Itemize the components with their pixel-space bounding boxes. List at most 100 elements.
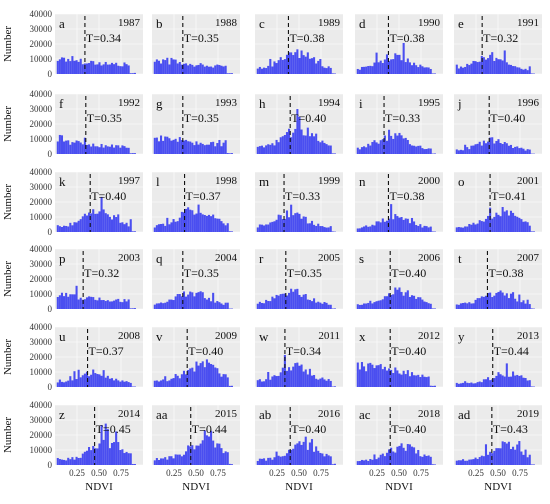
histogram-bar — [201, 64, 204, 74]
histogram-bar — [371, 364, 374, 387]
histogram-bar — [319, 59, 322, 74]
histogram-bar — [285, 453, 289, 465]
histogram-bar — [131, 231, 134, 232]
histogram-bar — [201, 361, 204, 387]
panel-letter: b — [156, 16, 163, 31]
histogram-bar — [189, 63, 192, 74]
histogram-bar — [290, 137, 293, 154]
histogram-bar — [166, 381, 169, 387]
histogram-bar — [528, 304, 531, 309]
panel-letter: l — [156, 174, 160, 189]
x-axis-title: NDVI — [182, 481, 210, 493]
histogram-bar — [308, 368, 311, 387]
histogram-bar — [455, 149, 458, 154]
histogram-bar — [327, 455, 330, 465]
histogram-bar — [269, 301, 272, 309]
histogram-bar — [258, 379, 261, 387]
panel-year: 1997 — [118, 175, 141, 187]
histogram-bar — [77, 369, 80, 387]
histogram-bar — [356, 461, 359, 465]
histogram-bar — [176, 63, 179, 74]
threshold-label: T=0.32 — [483, 31, 518, 45]
histogram-bar — [212, 214, 215, 232]
histogram-bar — [497, 448, 500, 465]
histogram-bar — [522, 221, 525, 232]
histogram-bar — [367, 302, 370, 309]
histogram-bar — [193, 66, 196, 74]
histogram-bar — [421, 66, 424, 74]
panel-letter: p — [59, 251, 66, 266]
histogram-bar — [518, 217, 521, 232]
histogram-bar — [77, 220, 80, 232]
histogram-bar — [509, 293, 513, 309]
histogram-bar — [427, 376, 430, 387]
histogram-bar — [113, 442, 116, 465]
panel-u: u 2008 T=0.37 0 10000 20000 30000 40000 Number — [2, 322, 143, 392]
histogram-bar — [512, 212, 515, 232]
threshold-label: T=0.35 — [184, 266, 219, 280]
histogram-bar — [63, 296, 66, 309]
histogram-bar — [77, 457, 80, 465]
histogram-bar — [524, 303, 527, 309]
histogram-bar — [285, 295, 289, 309]
histogram-bar — [530, 386, 533, 387]
histogram-bar — [104, 145, 107, 154]
threshold-label: T=0.40 — [91, 189, 126, 203]
histogram-bar — [273, 457, 276, 465]
panel-letter: c — [259, 16, 265, 31]
histogram-bar — [408, 444, 411, 465]
histogram-bar — [468, 224, 471, 232]
histogram-bar — [423, 454, 426, 465]
histogram-bar — [388, 449, 391, 465]
histogram-bar — [319, 302, 322, 309]
histogram-bar — [226, 223, 229, 232]
histogram-bar — [296, 212, 299, 232]
histogram-bar — [514, 66, 517, 74]
histogram-bar — [83, 373, 86, 387]
histogram-bar — [228, 231, 231, 232]
histogram-bar — [203, 66, 206, 74]
histogram-bar — [117, 442, 120, 465]
histogram-bar — [90, 374, 93, 387]
histogram-bar — [197, 365, 200, 387]
histogram-bar — [457, 227, 460, 232]
histogram-bar — [104, 213, 107, 232]
histogram-bar — [333, 463, 336, 465]
histogram-bar — [398, 132, 401, 154]
histogram-bar — [125, 301, 128, 309]
histogram-bar — [69, 294, 72, 309]
histogram-bar — [317, 450, 320, 465]
histogram-bar — [207, 297, 211, 309]
histogram-bar — [277, 295, 280, 309]
y-tick-label: 10000 — [30, 212, 53, 222]
histogram-bar — [292, 55, 295, 74]
histogram-bar — [400, 291, 403, 309]
histogram-bar — [306, 223, 309, 232]
histogram-bar — [67, 140, 70, 154]
histogram-bar — [317, 301, 320, 309]
histogram-bar — [182, 291, 186, 309]
histogram-bar — [94, 448, 97, 465]
histogram-bar — [417, 449, 420, 465]
histogram-bar — [333, 308, 336, 309]
histogram-bar — [210, 216, 213, 232]
histogram-bar — [218, 218, 221, 232]
histogram-bar — [193, 145, 196, 154]
histogram-bar — [367, 460, 370, 465]
histogram-bar — [100, 143, 103, 154]
histogram-bar — [313, 375, 316, 387]
histogram-bar — [60, 135, 64, 154]
histogram-bar — [369, 300, 372, 309]
histogram-bar — [296, 443, 299, 465]
histogram-bar — [480, 145, 483, 154]
histogram-bar — [73, 60, 76, 74]
histogram-bar — [94, 213, 97, 232]
histogram-bar — [65, 292, 68, 309]
histogram-bar — [466, 303, 469, 309]
y-tick-label: 20000 — [30, 352, 53, 362]
histogram-bar — [459, 66, 463, 74]
histogram-bar — [96, 64, 99, 74]
histogram-bar — [321, 140, 324, 154]
histogram-bar — [476, 458, 479, 465]
histogram-bar — [497, 59, 500, 74]
